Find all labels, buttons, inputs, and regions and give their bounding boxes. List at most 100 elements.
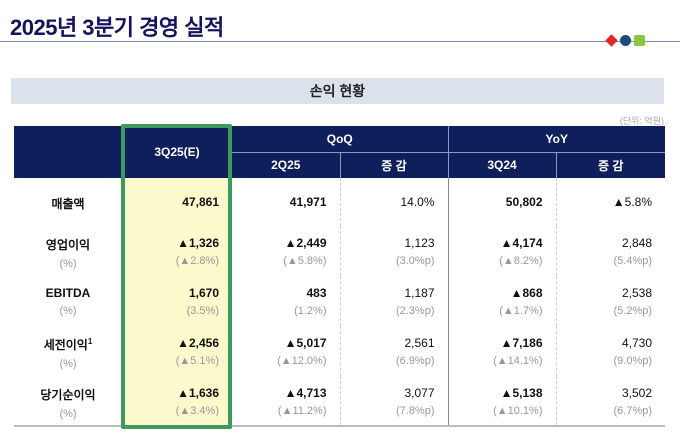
value: 3,077 (404, 386, 435, 400)
row-label: 영업이익 (%) (14, 226, 122, 276)
header-yoy: YoY (447, 126, 666, 153)
value: 47,861 (182, 195, 219, 209)
percent: (6.7%p) (613, 405, 653, 417)
percent: (▲10.1%) (493, 405, 543, 417)
header-qoq: QoQ (232, 126, 448, 153)
cell-q: ▲2,449 (▲5.8%) (232, 226, 340, 276)
header-3q24: 3Q24 (447, 152, 556, 178)
percent: (1.2%) (294, 305, 327, 317)
value: 1,123 (404, 236, 435, 250)
value: ▲5.8% (612, 195, 653, 209)
table-row: 세전이익1 (%) ▲2,456 (▲5.1%) ▲5,017 (▲12.0%) 2,561… (14, 326, 666, 376)
header-current: 3Q25(E) (122, 126, 232, 178)
cell-y: ▲5,138 (▲10.1%) (447, 376, 556, 427)
cell-cur: 1,670 (3.5%) (122, 276, 232, 326)
cell-q: ▲4,713 (▲11.2%) (232, 376, 340, 427)
percent: (7.8%p) (395, 405, 435, 417)
value: ▲5,138 (500, 386, 543, 400)
value: ▲2,456 (177, 336, 219, 350)
value: 1,670 (188, 286, 219, 300)
value: ▲1,636 (177, 386, 219, 400)
value: ▲868 (510, 286, 543, 300)
cell-yc: ▲5.8% (555, 178, 666, 226)
percent: (▲5.1%) (175, 355, 219, 367)
label-text: 당기순이익 (40, 388, 96, 402)
percent: (▲12.0%) (277, 355, 327, 367)
red-diamond-icon (605, 34, 618, 47)
cell-yc: 3,502 (6.7%p) (555, 376, 666, 427)
percent: (▲5.8%) (283, 255, 327, 267)
cell-cur: ▲1,326 (▲2.8%) (122, 226, 232, 276)
row-label: 당기순이익 (%) (14, 376, 122, 427)
header-yoy-change: 증 감 (555, 152, 666, 178)
blue-circle-icon (620, 35, 631, 46)
label-text: 영업이익 (45, 238, 91, 252)
table-row: 당기순이익 (%) ▲1,636 (▲3.4%) ▲4,713 (▲11.2%) 3,077… (14, 376, 666, 427)
cell-yc: 2,538 (5.2%p) (555, 276, 666, 326)
table-row: 영업이익 (%) ▲1,326 (▲2.8%) ▲2,449 (▲5.8%) 1,123 (3… (14, 226, 666, 276)
title-divider (0, 41, 680, 42)
percent: (▲2.8%) (175, 255, 219, 267)
cell-y: ▲4,174 (▲8.2%) (447, 226, 556, 276)
value: 483 (306, 286, 327, 300)
row-label: 세전이익1 (%) (14, 326, 122, 376)
value: ▲4,713 (284, 386, 327, 400)
cell-q: 41,971 (232, 178, 340, 226)
cell-y: ▲868 (▲1.7%) (447, 276, 556, 326)
value: ▲2,449 (284, 236, 327, 250)
page-title: 2025년 3분기 경영 실적 (10, 15, 224, 40)
cell-qc: 3,077 (7.8%p) (339, 376, 448, 427)
value: 3,502 (621, 386, 653, 400)
cell-qc: 14.0% (339, 178, 448, 226)
percent: (2.3%p) (395, 305, 435, 317)
value: ▲7,186 (500, 336, 543, 350)
label-sub: (%) (59, 358, 77, 370)
percent: (6.9%p) (395, 355, 435, 367)
highlight-box (121, 124, 232, 429)
value: 2,538 (621, 286, 653, 300)
cell-yc: 4,730 (9.0%p) (555, 326, 666, 376)
value: ▲5,017 (284, 336, 327, 350)
percent: (5.4%p) (613, 255, 653, 267)
label-sub: (%) (59, 408, 77, 420)
label-text: 매출액 (51, 197, 85, 211)
header-2q25: 2Q25 (232, 152, 340, 178)
income-table: 3Q25(E) QoQ YoY 2Q25 증 감 3Q24 증 감 매출액 47,… (14, 126, 666, 427)
cell-y: ▲7,186 (▲14.1%) (447, 326, 556, 376)
footnote-mark: 1 (87, 337, 93, 346)
value: ▲1,326 (177, 236, 219, 250)
percent: (▲8.2%) (499, 255, 543, 267)
percent: (3.5%) (186, 305, 219, 317)
percent: (▲14.1%) (493, 355, 543, 367)
value: 2,561 (404, 336, 435, 350)
row-label: EBITDA (%) (14, 276, 122, 326)
cell-qc: 1,187 (2.3%p) (339, 276, 448, 326)
cell-q: 483 (1.2%) (232, 276, 340, 326)
value: 2,848 (621, 236, 653, 250)
label-sub: (%) (59, 258, 77, 270)
percent: (▲11.2%) (277, 405, 327, 417)
cell-qc: 2,561 (6.9%p) (339, 326, 448, 376)
percent: (5.2%p) (613, 305, 653, 317)
percent: (▲1.7%) (499, 305, 543, 317)
header-blank (14, 126, 122, 178)
value: 41,971 (289, 195, 327, 209)
label-text: 세전이익 (43, 338, 88, 352)
table-row: 매출액 47,861 41,971 14.0% 50,802 ▲5.8% (14, 178, 666, 226)
value: 50,802 (505, 195, 543, 209)
cell-y: 50,802 (447, 178, 556, 226)
cell-yc: 2,848 (5.4%p) (555, 226, 666, 276)
section-title: 손익 현황 (11, 78, 664, 104)
label-text: EBITDA (45, 286, 91, 300)
value: 4,730 (621, 336, 653, 350)
cell-q: ▲5,017 (▲12.0%) (232, 326, 340, 376)
header-qoq-change: 증 감 (339, 152, 448, 178)
table-row: EBITDA (%) 1,670 (3.5%) 483 (1.2%) 1,187 (2.3%p… (14, 276, 666, 326)
cell-cur: ▲2,456 (▲5.1%) (122, 326, 232, 376)
cell-cur: 47,861 (122, 178, 232, 226)
row-label: 매출액 (14, 178, 122, 226)
percent: (▲3.4%) (175, 405, 219, 417)
percent: (9.0%p) (613, 355, 653, 367)
label-sub: (%) (59, 305, 77, 317)
cell-cur: ▲1,636 (▲3.4%) (122, 376, 232, 427)
